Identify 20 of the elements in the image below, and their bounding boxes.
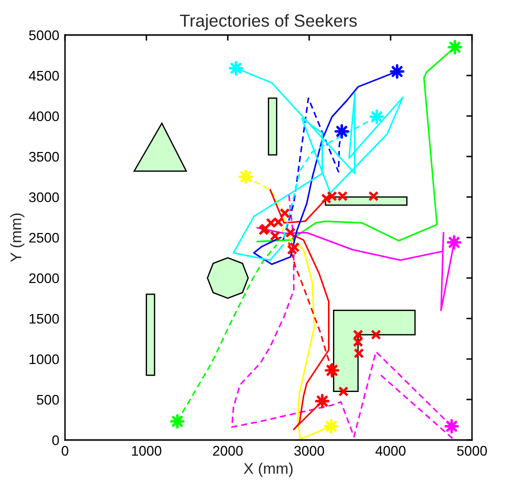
chart-title: Trajectories of Seekers [180,14,357,30]
y-tick-label: 4000 [28,111,59,122]
y-tick-label: 5000 [29,30,59,40]
y-tick-label: 2500 [29,232,59,243]
x-tick-label: 3000 [294,446,324,456]
y-tick-label: 1500 [30,314,59,324]
y-tick-label: 4500 [28,70,59,81]
x-tick-label: 2000 [213,446,243,456]
x-axis-title: X (mm) [244,462,293,477]
y-tick-label: 3000 [29,192,59,202]
y-tick-label: 3500 [29,152,59,162]
x-tick-label: 1000 [132,446,162,456]
y-tick-label: 2000 [29,273,59,284]
y-axis-title: Y (mm) [10,214,24,262]
y-tick-label: 1000 [30,354,59,364]
y-tick-label: 0 [52,435,59,446]
y-tick-label: 500 [36,394,59,405]
x-tick-label: 5000 [457,446,487,456]
x-tick-label: 0 [62,446,68,456]
x-tick-label: 4000 [375,446,406,456]
